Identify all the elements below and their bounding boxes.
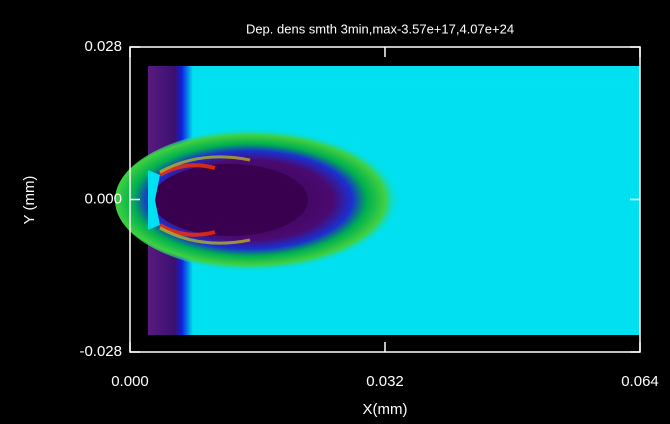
x-tick-label: 0.064 <box>621 373 659 390</box>
y-axis-label: Y (mm) <box>21 176 38 225</box>
y-tick-label: 0.000 <box>84 190 122 207</box>
x-axis-label: X(mm) <box>363 401 408 418</box>
x-tick-label: 0.032 <box>366 373 404 390</box>
x-tick-label: 0.000 <box>111 373 149 390</box>
y-tick-label: 0.028 <box>84 38 122 55</box>
y-tick-label: -0.028 <box>79 343 122 360</box>
heatmap-field <box>115 66 640 335</box>
chart-title: Dep. dens smth 3min,max-3.57e+17,4.07e+2… <box>246 21 514 36</box>
